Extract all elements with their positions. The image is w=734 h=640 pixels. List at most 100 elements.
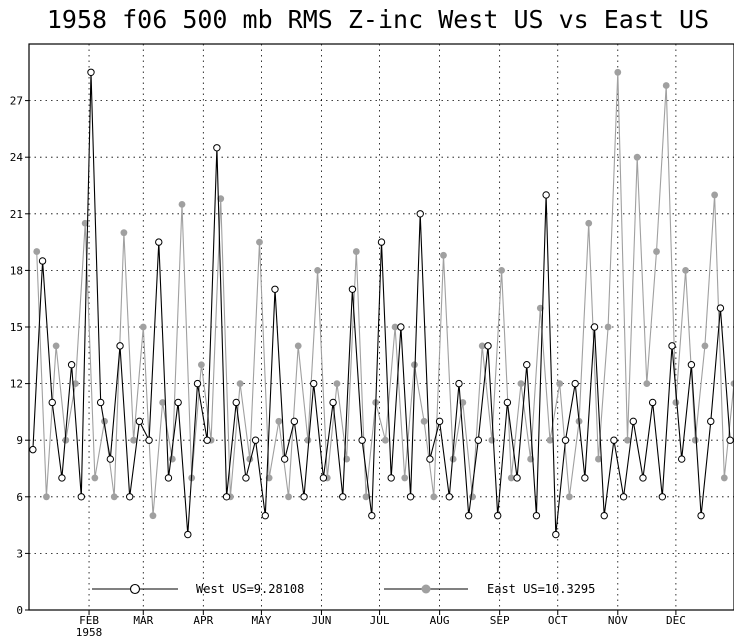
east-us-point <box>546 436 554 444</box>
east-us-point <box>168 455 176 463</box>
east-us-point <box>604 323 612 331</box>
y-tick-label: 12 <box>10 378 23 391</box>
west-us-point <box>445 493 453 501</box>
east-us-point <box>275 417 283 425</box>
west-us-point <box>668 342 676 350</box>
x-tick-label: MAR <box>133 614 153 627</box>
west-us-point <box>184 530 192 539</box>
west-us-point <box>58 474 66 482</box>
west-us-point <box>213 144 221 152</box>
west-us-point <box>619 493 628 501</box>
west-us-point <box>513 474 521 482</box>
x-tick-label: OCT <box>548 614 568 627</box>
west-us-point <box>164 474 173 482</box>
east-us-point <box>420 417 428 425</box>
west-us-point <box>561 436 570 444</box>
east-us-point <box>624 436 631 444</box>
west-us-point <box>261 511 269 520</box>
east-us-point <box>236 380 244 387</box>
x-tick-label: MAY <box>251 614 271 627</box>
east-us-point <box>730 380 734 387</box>
west-us-point <box>271 285 279 293</box>
west-us-point <box>251 436 260 444</box>
east-us-point <box>411 361 418 369</box>
east-us-point <box>333 380 341 387</box>
east-us-point <box>701 342 709 350</box>
x-tick-year-label: 1958 <box>76 626 103 639</box>
east-us-legend-label: East US=10.3295 <box>487 582 595 596</box>
west-us-point <box>77 493 85 501</box>
x-tick-label: AUG <box>430 614 450 627</box>
west-us-legend-label: West US=9.28108 <box>196 582 304 596</box>
east-us-point <box>101 417 108 425</box>
east-us-point <box>565 493 573 501</box>
west-us-point <box>397 323 405 331</box>
east-us-point <box>294 342 302 350</box>
x-tick-label: FEB <box>79 614 99 627</box>
west-us-point <box>648 398 657 407</box>
west-us-point <box>610 436 618 444</box>
west-us-point <box>590 323 599 331</box>
y-tick-label: 9 <box>16 434 23 447</box>
east-us-point <box>81 219 89 227</box>
y-tick-label: 18 <box>10 264 23 277</box>
west-us-point <box>377 238 386 246</box>
east-us-point <box>178 200 186 208</box>
west-us-point <box>232 398 240 407</box>
y-tick-label: 21 <box>10 208 23 221</box>
x-tick-label: SEP <box>490 614 510 627</box>
west-us-point <box>387 474 395 482</box>
west-us-point <box>67 361 76 369</box>
east-us-point <box>691 436 699 444</box>
east-us-point <box>217 195 225 203</box>
east-us-point <box>72 380 79 387</box>
east-us-point <box>362 493 370 501</box>
east-us-point <box>256 238 263 246</box>
east-us-point <box>517 380 525 387</box>
west-us-point <box>48 398 56 407</box>
west-us-point <box>600 511 608 520</box>
west-us-point <box>319 474 328 482</box>
east-us-point <box>130 436 137 444</box>
west-us-point <box>484 342 492 350</box>
west-us-point <box>435 417 444 426</box>
gridlines <box>29 44 734 610</box>
east-us-point <box>595 455 602 463</box>
west-us-point <box>687 361 696 369</box>
east-us-point <box>720 474 728 482</box>
west-us-point <box>116 342 124 350</box>
west-us-point <box>329 398 337 407</box>
y-tick-label: 6 <box>16 491 23 504</box>
west-us-point <box>552 530 560 539</box>
chart-title: 1958 f06 500 mb RMS Z-inc West US vs Eas… <box>47 5 709 34</box>
west-us-point <box>300 493 308 501</box>
west-us-point <box>455 379 463 388</box>
west-us-point <box>310 379 318 388</box>
west-us-point <box>639 474 647 482</box>
east-us-point <box>430 493 438 501</box>
east-us-point <box>352 248 360 255</box>
east-us-point <box>672 399 680 406</box>
west-us-point <box>426 455 434 463</box>
east-us-point <box>149 512 157 520</box>
east-us-point <box>633 153 641 161</box>
east-us-point <box>52 342 60 350</box>
x-tick-label: DEC <box>666 614 686 627</box>
west-us-point <box>145 436 153 444</box>
west-us-point <box>503 398 512 407</box>
west-us-point <box>155 238 163 246</box>
east-us-point <box>614 68 622 76</box>
west-us-point <box>193 379 202 388</box>
west-us-point <box>280 455 289 463</box>
east-us-point <box>440 251 447 259</box>
east-us-point <box>653 248 660 255</box>
west-us-series-line <box>32 72 731 535</box>
east-us-point <box>478 342 486 350</box>
west-us-point <box>126 493 134 501</box>
east-us-point <box>459 399 467 406</box>
east-us-point <box>711 191 719 199</box>
west-us-point <box>174 398 182 407</box>
east-us-legend-marker <box>421 584 431 594</box>
east-us-point <box>391 323 399 331</box>
y-axis: 0 3 6 9 12 15 18 21 24 27 <box>10 95 29 617</box>
